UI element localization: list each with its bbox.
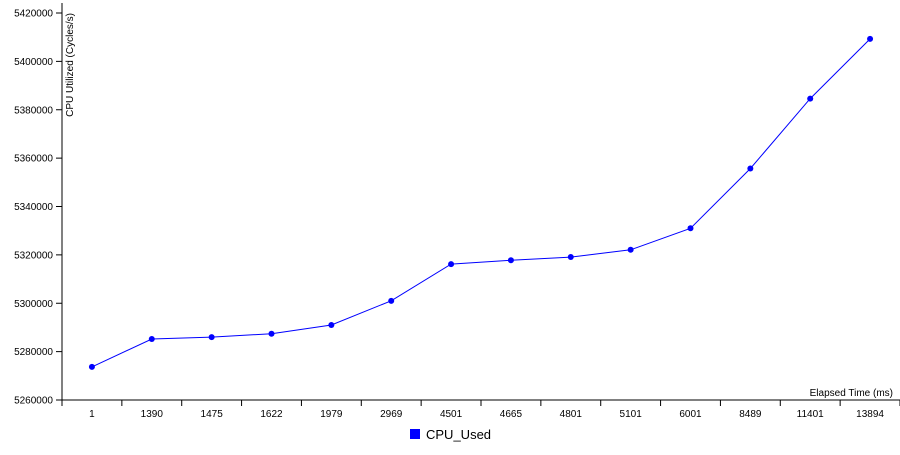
y-tick-label: 5320000 [14, 250, 53, 261]
x-tick-label: 2969 [380, 409, 403, 420]
x-tick-label: 1979 [320, 409, 343, 420]
y-tick-label: 5420000 [14, 9, 53, 20]
x-axis-title: Elapsed Time (ms) [810, 388, 893, 399]
x-tick-label: 1622 [260, 409, 283, 420]
data-point [148, 336, 155, 343]
x-tick-label: 13894 [856, 409, 884, 420]
data-point [567, 254, 574, 261]
data-point [867, 35, 874, 42]
data-point [687, 225, 694, 232]
x-tick-label: 6001 [679, 409, 702, 420]
x-tick-label: 4501 [440, 409, 463, 420]
y-tick-label: 5260000 [14, 396, 53, 407]
data-point [388, 297, 395, 304]
y-tick-label: 5380000 [14, 105, 53, 116]
x-tick-label: 5101 [620, 409, 643, 420]
data-point [807, 95, 814, 102]
x-tick-label: 1 [89, 409, 95, 420]
data-point [627, 246, 634, 253]
x-tick-label: 1475 [201, 409, 224, 420]
x-tick-label: 8489 [739, 409, 762, 420]
y-tick-label: 5400000 [14, 57, 53, 68]
y-tick-label: 5280000 [14, 347, 53, 358]
y-axis-title: CPU Utilized (Cycles/s) [65, 13, 76, 117]
x-tick-label: 11401 [797, 409, 825, 420]
x-axis: 1 1390 1475 1622 1979 2969 4501 4665 4801 5101 600… [61, 399, 900, 420]
data-point [268, 330, 275, 337]
x-tick-label: 4665 [500, 409, 523, 420]
series-group [88, 35, 874, 370]
x-tick-label: 4801 [560, 409, 583, 420]
y-tick-label: 5300000 [14, 299, 53, 310]
series-line-cpu-used [91, 38, 871, 368]
legend-label-cpu-used: CPU_Used [426, 427, 491, 442]
data-point [448, 261, 455, 268]
y-axis: 5260000 5280000 5300000 5320000 5340000 53600… [14, 3, 63, 407]
y-tick-label: 5360000 [14, 154, 53, 165]
legend-swatch-cpu-used [410, 429, 420, 439]
data-point [88, 363, 95, 370]
data-point [507, 257, 514, 264]
data-point [208, 334, 215, 341]
data-point [328, 322, 335, 329]
legend: CPU_Used [410, 427, 491, 442]
x-tick-label: 1390 [141, 409, 164, 420]
data-point [747, 165, 754, 172]
y-tick-label: 5340000 [14, 202, 53, 213]
